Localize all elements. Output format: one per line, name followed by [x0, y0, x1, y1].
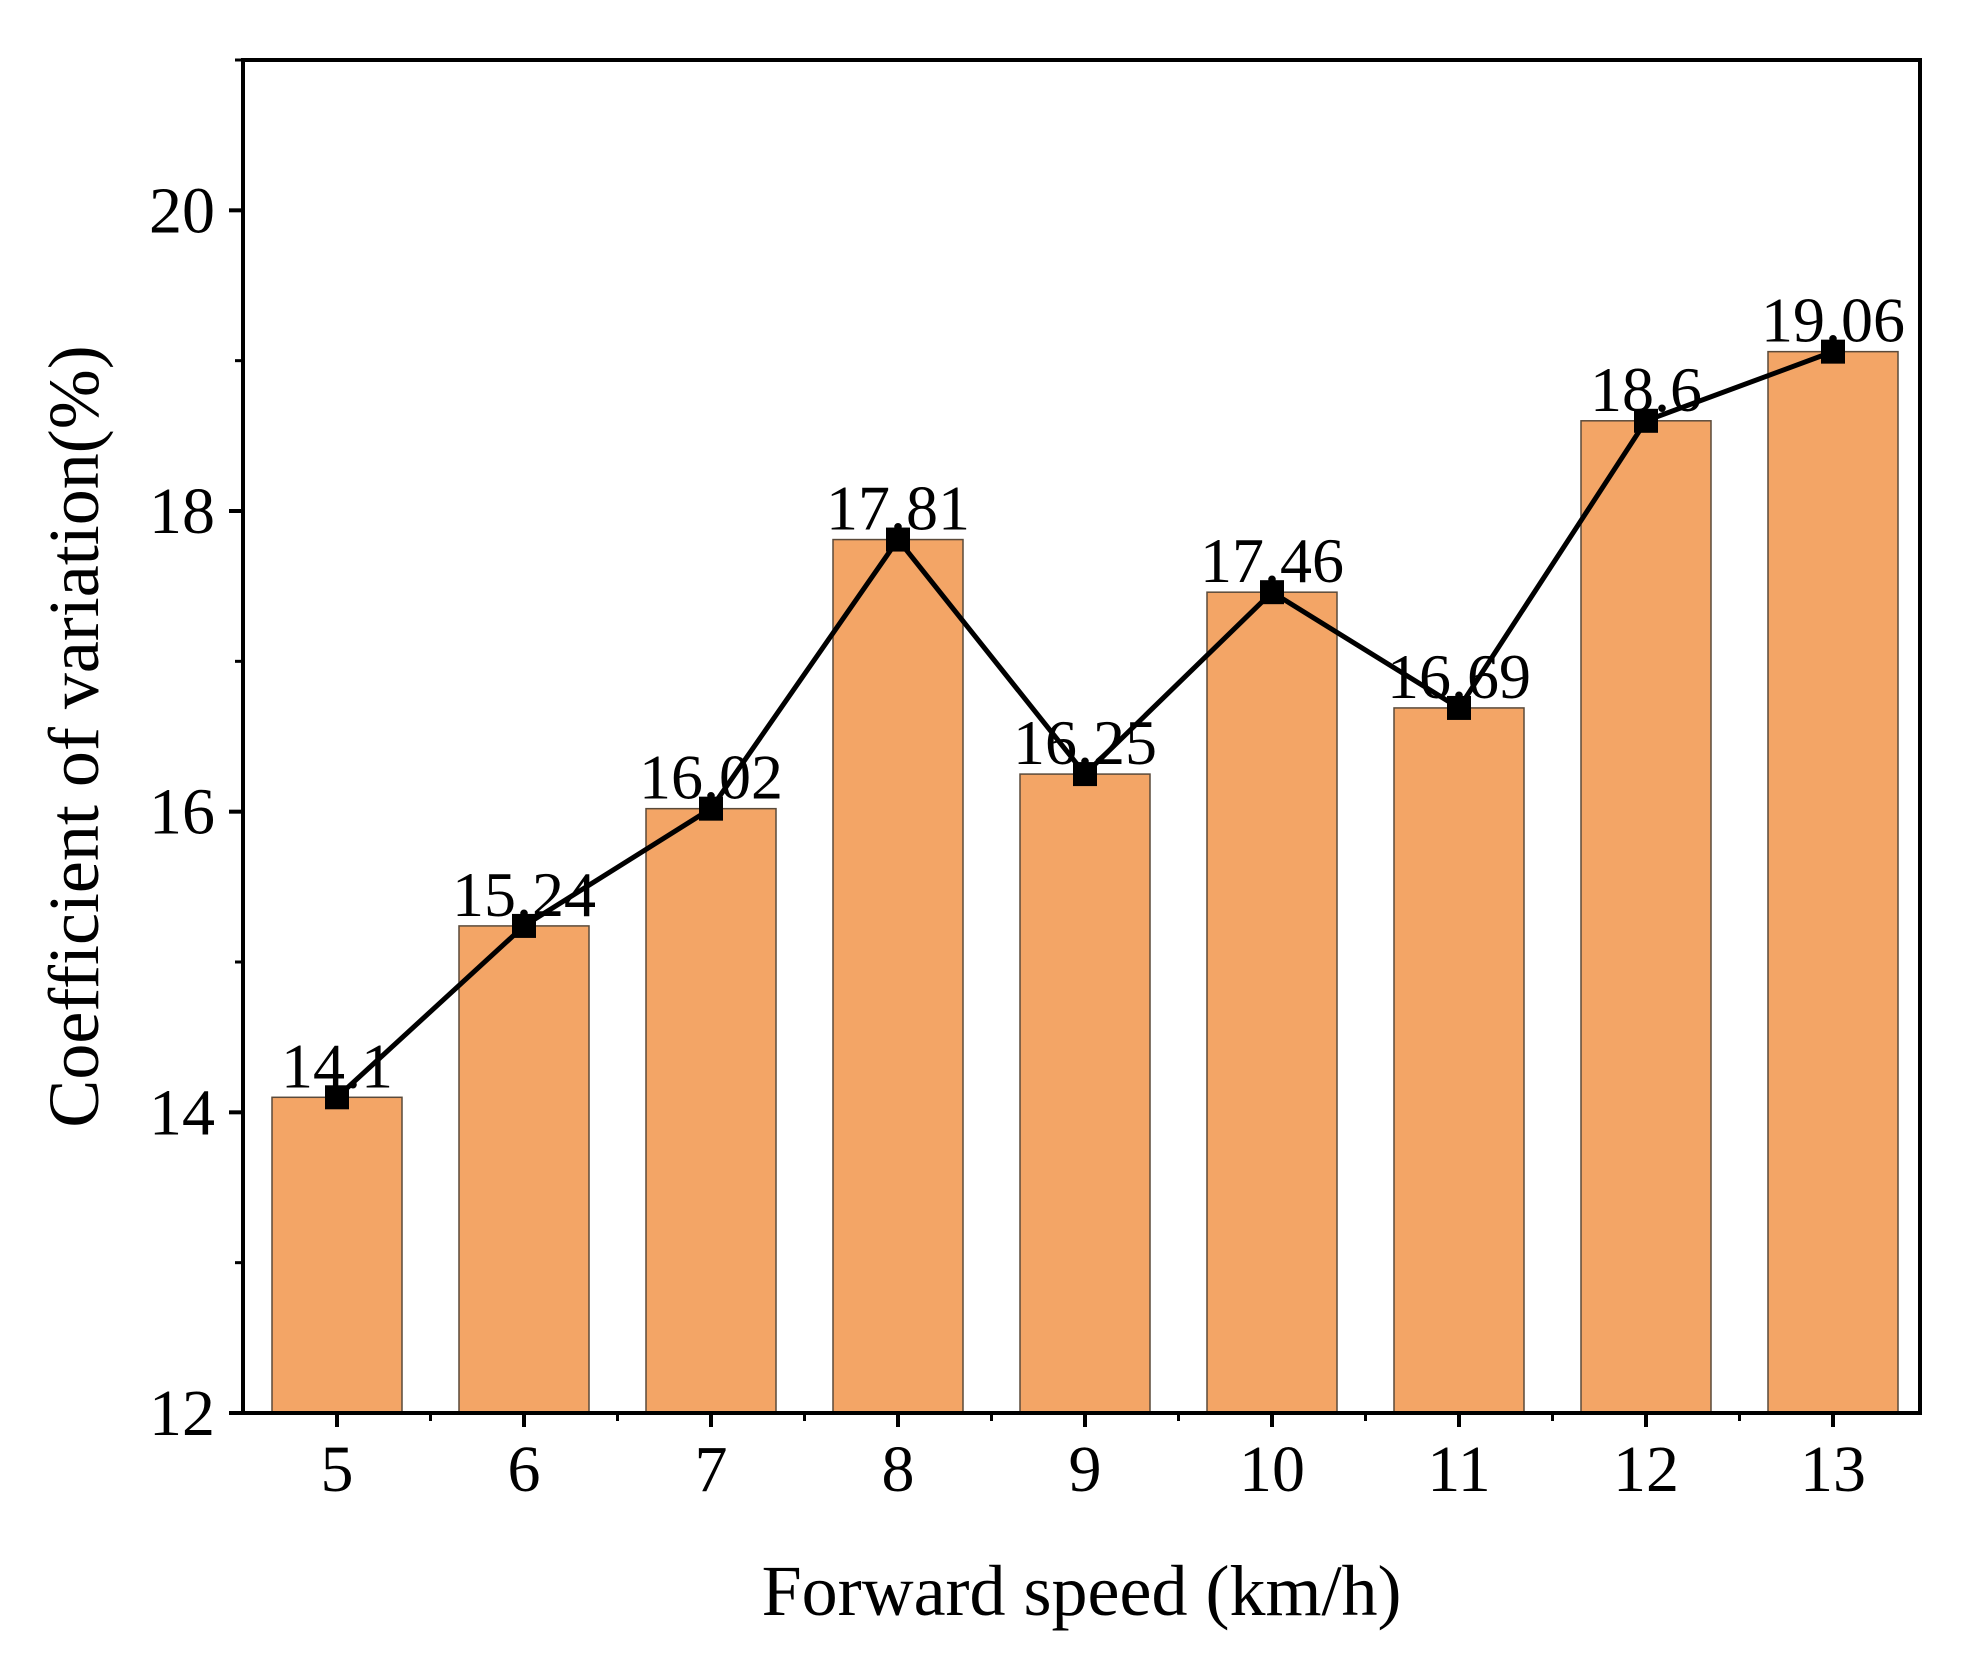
- bar-8: [832, 538, 964, 1414]
- marker-11: [1447, 695, 1471, 720]
- marker-13: [1821, 339, 1845, 364]
- y-tick-label-16: 16: [149, 776, 215, 849]
- y-tick-label-12: 12: [149, 1377, 215, 1450]
- data-labels-layer: 14.1 15.24 16.02 17.81 16.25 17.46 16.69 18.6 19…: [281, 285, 1905, 1102]
- data-label-7: 16.02: [639, 742, 783, 813]
- data-label-5: 14.1: [281, 1030, 393, 1101]
- bar-11: [1393, 707, 1525, 1414]
- marker-6: [512, 913, 536, 938]
- y-axis-ticks: 12 14 16 18 20: [149, 58, 243, 1450]
- x-tick-label-13: 13: [1800, 1433, 1866, 1506]
- x-axis-ticks: 5 6 7 8 9 10 11 12 13: [321, 1413, 1866, 1506]
- bar-10: [1206, 591, 1338, 1414]
- x-tick-label-9: 9: [1069, 1433, 1102, 1506]
- x-tick-label-11: 11: [1427, 1433, 1491, 1506]
- marker-10: [1260, 580, 1284, 605]
- x-tick-label-6: 6: [508, 1433, 541, 1506]
- data-label-10: 17.46: [1200, 525, 1344, 596]
- marker-8: [886, 527, 910, 552]
- x-tick-label-12: 12: [1613, 1433, 1679, 1506]
- bar-6: [458, 925, 590, 1414]
- y-tick-label-20: 20: [149, 174, 215, 247]
- markers-layer: [325, 339, 1845, 1110]
- y-tick-label-14: 14: [149, 1076, 215, 1149]
- bar-9: [1019, 773, 1151, 1414]
- marker-12: [1634, 408, 1658, 433]
- bar-5: [271, 1096, 403, 1414]
- x-tick-label-5: 5: [321, 1433, 354, 1506]
- data-label-9: 16.25: [1013, 707, 1157, 778]
- data-label-8: 17.81: [826, 473, 970, 544]
- marker-7: [699, 796, 723, 821]
- data-label-11: 16.69: [1387, 641, 1531, 712]
- x-axis-title: Forward speed (km/h): [762, 1551, 1402, 1631]
- plot-area-frame: [241, 58, 1922, 1415]
- data-label-12: 18.6: [1590, 354, 1702, 425]
- y-tick-label-18: 18: [149, 475, 215, 548]
- marker-5: [325, 1085, 349, 1110]
- bar-12: [1580, 420, 1712, 1414]
- x-tick-label-10: 10: [1239, 1433, 1305, 1506]
- bar-7: [645, 807, 777, 1414]
- marker-9: [1073, 762, 1097, 787]
- x-tick-label-7: 7: [695, 1433, 728, 1506]
- x-tick-label-8: 8: [882, 1433, 915, 1506]
- bar-13: [1767, 350, 1899, 1414]
- data-label-6: 15.24: [452, 859, 596, 930]
- data-label-13: 19.06: [1761, 285, 1905, 356]
- bars-layer: [271, 350, 1899, 1414]
- y-axis-title: Coefficient of variation(%): [34, 345, 114, 1127]
